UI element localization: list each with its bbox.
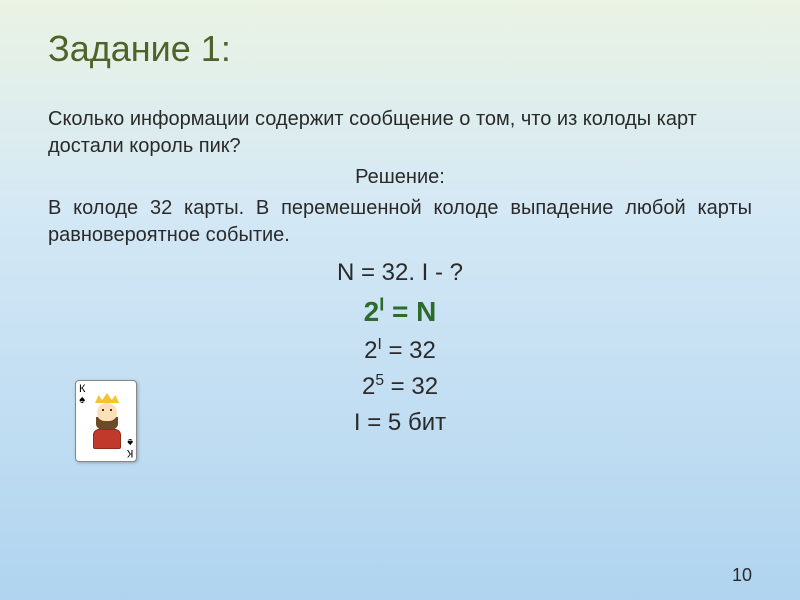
card-suit-bottom: ♠ bbox=[127, 436, 133, 447]
page-number: 10 bbox=[732, 565, 752, 586]
formula-eq: = N bbox=[384, 296, 436, 327]
context-text: В колоде 32 карты. В перемешенной колоде… bbox=[48, 195, 752, 249]
sub2-eq: = 32 bbox=[384, 373, 438, 400]
card-corner-bottom: К ♠ bbox=[127, 436, 133, 458]
slide: Задание 1: Сколько информации содержит с… bbox=[0, 0, 800, 600]
sub2-base: 2 bbox=[362, 373, 375, 400]
math-sub2: 25 = 32 bbox=[48, 369, 752, 405]
robe-icon bbox=[93, 429, 121, 449]
question-text: Сколько информации содержит сообщение о … bbox=[48, 106, 752, 160]
math-answer: I = 5 бит bbox=[48, 405, 752, 441]
formula-base: 2 bbox=[364, 296, 380, 327]
sub1-base: 2 bbox=[364, 337, 377, 364]
sub2-exp: 5 bbox=[375, 372, 384, 389]
playing-card-king-spades: К ♠ К ♠ bbox=[75, 380, 137, 462]
math-sub1: 2I = 32 bbox=[48, 333, 752, 369]
slide-title: Задание 1: bbox=[48, 28, 752, 70]
card-suit-top: ♠ bbox=[79, 395, 85, 406]
card-corner-top: К ♠ bbox=[79, 384, 85, 406]
sub1-eq: = 32 bbox=[382, 337, 436, 364]
solution-label: Решение: bbox=[48, 166, 752, 189]
crown-icon bbox=[95, 393, 119, 403]
math-block: N = 32. I - ? 2I = N 2I = 32 25 = 32 I =… bbox=[48, 255, 752, 441]
math-formula: 2I = N bbox=[48, 291, 752, 333]
math-given: N = 32. I - ? bbox=[48, 255, 752, 291]
card-rank-bottom: К bbox=[127, 447, 133, 458]
face-icon bbox=[97, 403, 117, 421]
king-icon bbox=[92, 393, 122, 451]
